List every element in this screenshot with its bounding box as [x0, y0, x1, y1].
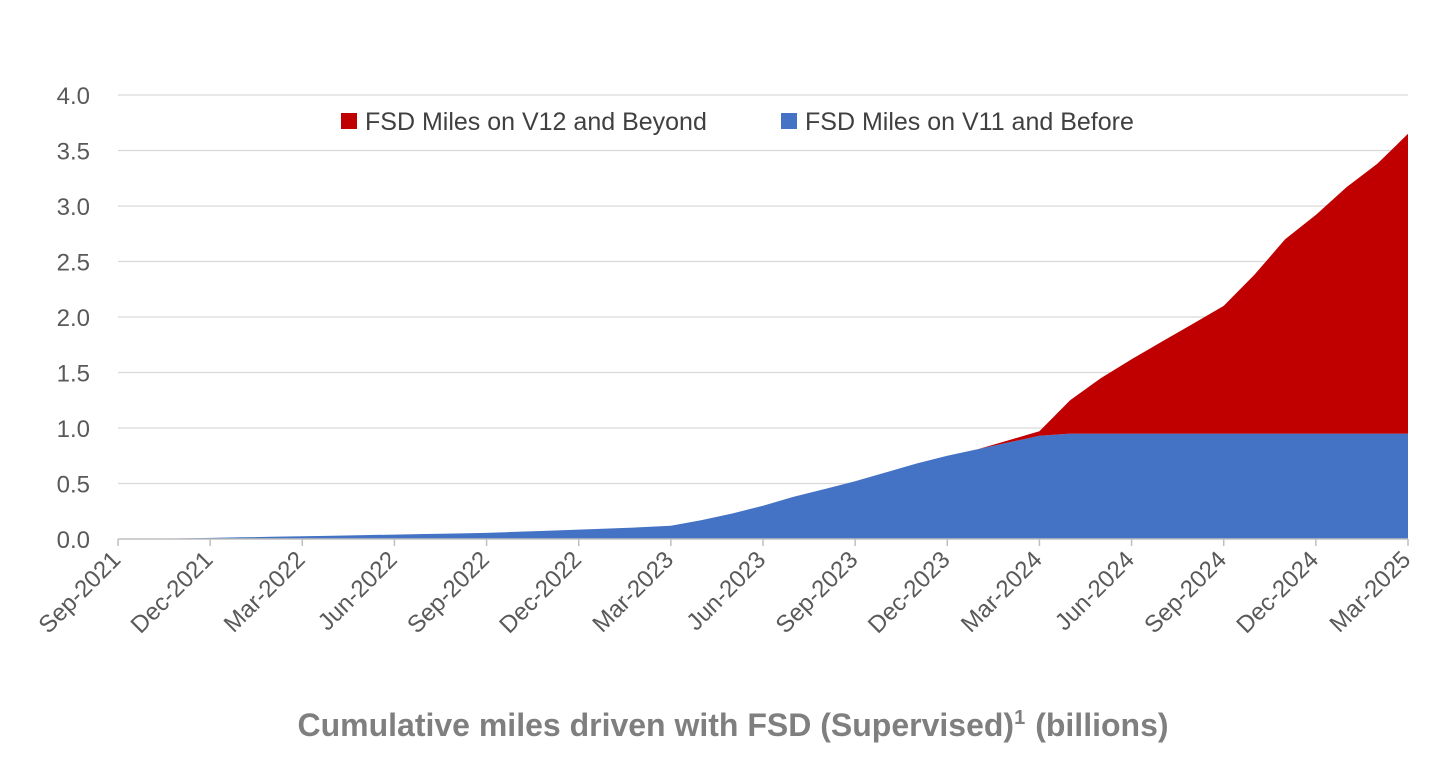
legend-swatch-v12	[341, 113, 357, 129]
chart-title-superscript: 1	[1014, 707, 1025, 729]
x-tick-label: Sep-2021	[34, 546, 127, 639]
legend-swatch-v11	[781, 113, 797, 129]
x-tick-label: Dec-2021	[126, 546, 219, 639]
y-tick-label: 0.5	[57, 472, 90, 499]
chart-title-unit: (billions)	[1035, 707, 1168, 743]
legend-label-v12: FSD Miles on V12 and Beyond	[365, 108, 707, 136]
x-tick-label: Dec-2023	[863, 546, 956, 639]
x-tick-label: Sep-2024	[1139, 546, 1232, 639]
legend-label-v11: FSD Miles on V11 and Before	[805, 108, 1134, 136]
x-tick-label: Sep-2022	[402, 546, 495, 639]
x-tick-label: Dec-2024	[1231, 546, 1324, 639]
x-tick-label: Mar-2024	[956, 546, 1048, 638]
y-tick-label: 1.5	[57, 361, 90, 388]
y-tick-label: 3.5	[57, 139, 90, 166]
x-tick-label: Mar-2023	[587, 546, 679, 638]
chart-title: Cumulative miles driven with FSD (Superv…	[297, 707, 1168, 743]
x-tick-label: Jun-2022	[313, 546, 403, 636]
y-tick-label: 0.0	[57, 527, 90, 554]
x-tick-label: Mar-2022	[219, 546, 311, 638]
x-axis-labels: Sep-2021 Dec-2021 Mar-2022 Jun-2022 Sep-2022…	[34, 546, 1417, 639]
x-tick-label: Mar-2025	[1325, 546, 1417, 638]
y-tick-label: 3.0	[57, 194, 90, 221]
x-tick-label: Jun-2024	[1050, 546, 1140, 636]
y-tick-label: 2.5	[57, 250, 90, 277]
x-tick-label: Jun-2023	[681, 546, 771, 636]
y-tick-label: 1.0	[57, 416, 90, 443]
y-tick-label: 4.0	[57, 83, 90, 110]
x-axis	[117, 538, 1409, 546]
area-series-v11-and-before	[118, 433, 1408, 539]
x-tick-label: Dec-2022	[494, 546, 587, 639]
x-tick-label: Sep-2023	[771, 546, 864, 639]
gridlines	[118, 94, 1408, 485]
legend: FSD Miles on V12 and Beyond FSD Miles on…	[341, 108, 1134, 136]
chart-title-main: Cumulative miles driven with FSD (Superv…	[297, 707, 1014, 743]
y-tick-label: 2.0	[57, 305, 90, 332]
y-axis: 0.0 0.5 1.0 1.5 2.0 2.5 3.0 3.5 4.0	[57, 83, 90, 554]
plot-area	[118, 133, 1408, 540]
